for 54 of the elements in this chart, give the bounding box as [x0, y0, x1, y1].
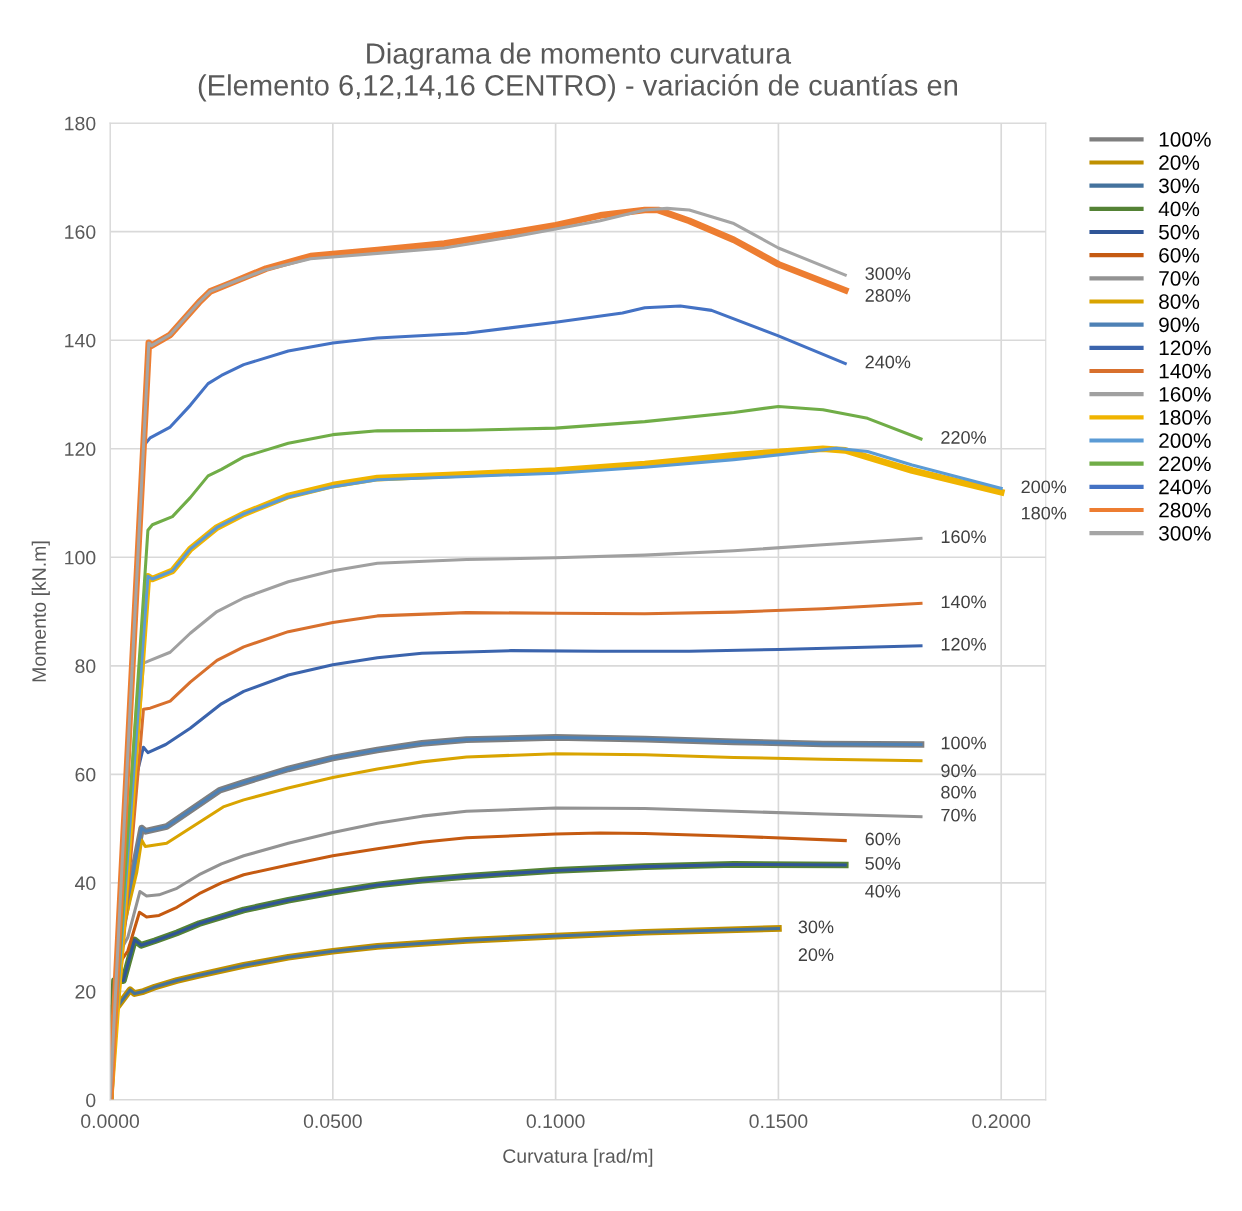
- annotation: 20%: [798, 948, 834, 962]
- legend-label: 80%: [1159, 294, 1200, 309]
- y-tick-label: 140: [65, 333, 96, 348]
- y-tick-label: 180: [65, 116, 96, 131]
- legend-label: 240%: [1159, 479, 1211, 495]
- y-tick-label: 160: [65, 225, 96, 239]
- annotation: 90%: [941, 764, 976, 778]
- y-tick-label: 120: [65, 442, 96, 456]
- x-axis-title: Curvatura [rad/m]: [503, 1148, 653, 1167]
- annotation: 140%: [941, 595, 986, 609]
- annotation: 80%: [941, 785, 976, 799]
- legend-label: 140%: [1159, 363, 1211, 379]
- annotation: 100%: [941, 736, 986, 750]
- annotation: 60%: [865, 832, 901, 846]
- legend-label: 60%: [1159, 247, 1200, 263]
- annotation: 160%: [941, 530, 986, 544]
- legend-label: 300%: [1158, 525, 1211, 541]
- annotation: 300%: [865, 267, 911, 280]
- y-tick-label: 0: [86, 1093, 96, 1108]
- legend-label: 90%: [1159, 317, 1200, 333]
- legend-label: 180%: [1159, 410, 1211, 425]
- annotation: 180%: [1022, 506, 1067, 520]
- legend-label: 100%: [1159, 132, 1211, 147]
- annotation: 200%: [1021, 480, 1067, 494]
- annotation: 70%: [941, 808, 976, 822]
- y-axis-title: Momento [kN.m]: [31, 541, 50, 682]
- legend-label: 40%: [1158, 201, 1200, 217]
- x-tick-label: 0.2000: [972, 1114, 1031, 1129]
- y-tick-label: 100: [65, 550, 96, 565]
- annotation: 280%: [865, 289, 911, 302]
- legend-label: 20%: [1159, 155, 1200, 170]
- legend-label: 50%: [1159, 224, 1200, 240]
- annotation: 120%: [941, 637, 986, 651]
- annotation: 30%: [798, 920, 834, 934]
- legend-label: 120%: [1159, 340, 1211, 356]
- y-tick-label: 60: [75, 767, 96, 782]
- legend-label: 70%: [1159, 271, 1200, 286]
- y-tick-label: 80: [75, 659, 96, 674]
- x-tick-label: 0.0000: [81, 1114, 140, 1129]
- legend-label: 220%: [1159, 456, 1211, 472]
- annotation: 40%: [865, 884, 901, 898]
- legend-label: 280%: [1159, 502, 1211, 518]
- annotation: 50%: [865, 857, 901, 870]
- x-tick-label: 0.1000: [526, 1114, 585, 1129]
- x-tick-label: 0.0500: [303, 1114, 362, 1129]
- annotation: 220%: [941, 431, 986, 444]
- x-tick-label: 0.1500: [749, 1114, 808, 1129]
- legend-label: 160%: [1159, 386, 1211, 402]
- y-tick-label: 20: [75, 984, 96, 999]
- chart-title: Diagrama de momento curvatura (Elemento 6,12,14,16 CENTRO) - variación de cuantías en: [198, 42, 958, 102]
- y-tick-label: 40: [74, 876, 96, 891]
- annotation: 240%: [865, 355, 911, 369]
- legend-label: 30%: [1158, 178, 1200, 194]
- legend-label: 200%: [1159, 433, 1211, 449]
